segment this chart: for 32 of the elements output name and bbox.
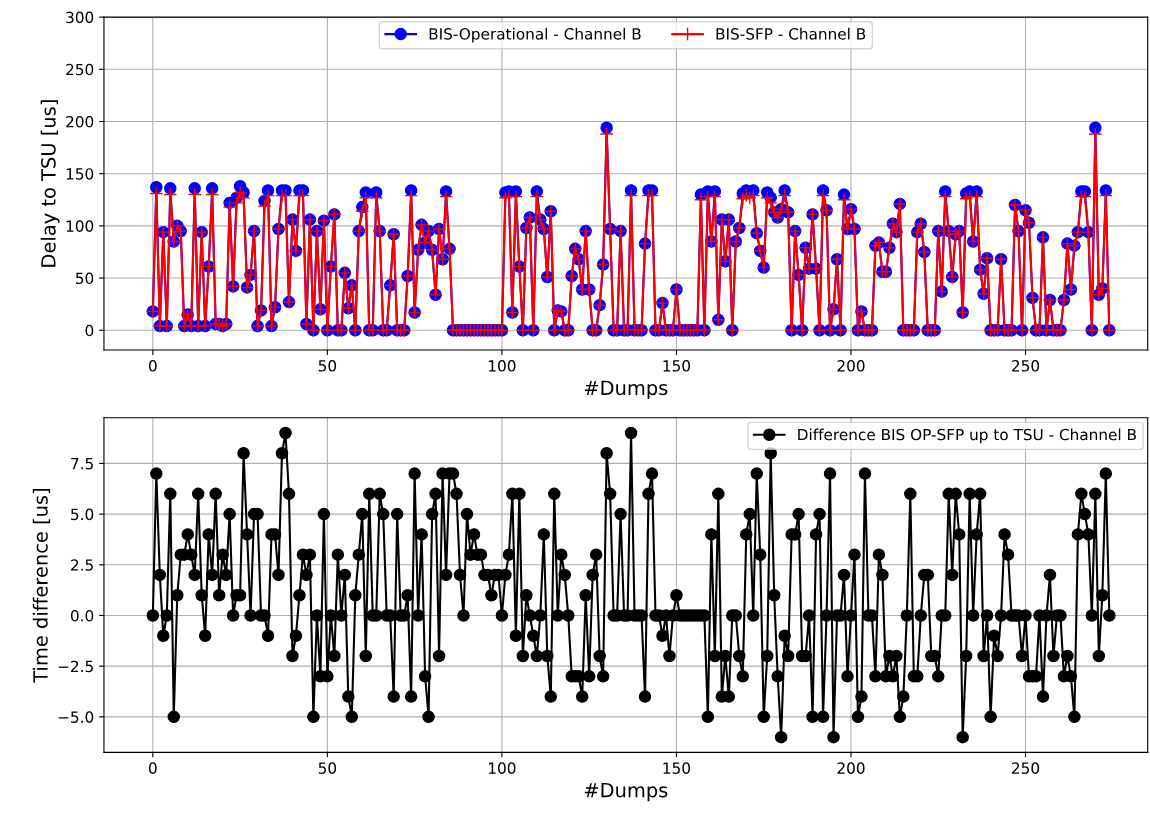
x-tick-label: 100 bbox=[489, 360, 516, 372]
x-tick-label: 100 bbox=[489, 762, 516, 774]
y-tick-label: 300 bbox=[66, 11, 94, 24]
y-tick-label: −5.0 bbox=[58, 711, 94, 723]
y-tick-label: 0.0 bbox=[70, 609, 94, 622]
y-tick-label: 5.0 bbox=[71, 508, 94, 521]
legend-label: BIS-Operational - Channel B bbox=[429, 27, 641, 43]
x-axis-title: #Dumps bbox=[584, 783, 668, 802]
y-tick-label: 7.5 bbox=[71, 458, 93, 470]
y-axis-title: Delay to TSU [us] bbox=[40, 100, 60, 267]
x-tick-label: 150 bbox=[663, 762, 691, 774]
y-tick-label: 2.5 bbox=[71, 559, 93, 571]
x-tick-label: 200 bbox=[837, 762, 865, 774]
y-tick-label: −2.5 bbox=[58, 660, 93, 673]
y-axis-title: Time difference [us] bbox=[32, 489, 51, 683]
x-tick-label: 200 bbox=[837, 360, 865, 372]
x-tick-label: 250 bbox=[1012, 762, 1040, 774]
y-tick-label: 50 bbox=[75, 272, 94, 285]
x-tick-label: 0 bbox=[148, 762, 157, 774]
y-tick-label: 200 bbox=[66, 115, 94, 128]
x-tick-label: 50 bbox=[318, 360, 337, 372]
x-tick-label: 150 bbox=[663, 360, 691, 372]
x-tick-label: 0 bbox=[148, 360, 157, 372]
y-tick-label: 100 bbox=[66, 220, 94, 232]
legend-label: BIS-SFP - Channel B bbox=[716, 27, 866, 40]
y-tick-label: 250 bbox=[66, 63, 94, 76]
y-tick-label: 0 bbox=[85, 324, 94, 337]
y-tick-label: 150 bbox=[66, 168, 94, 180]
x-axis-title: #Dumps bbox=[584, 380, 668, 399]
x-tick-label: 50 bbox=[318, 762, 337, 774]
legend-label: Difference BIS OP-SFP up to TSU - Channel B bbox=[798, 428, 1136, 444]
x-tick-label: 250 bbox=[1012, 360, 1040, 372]
